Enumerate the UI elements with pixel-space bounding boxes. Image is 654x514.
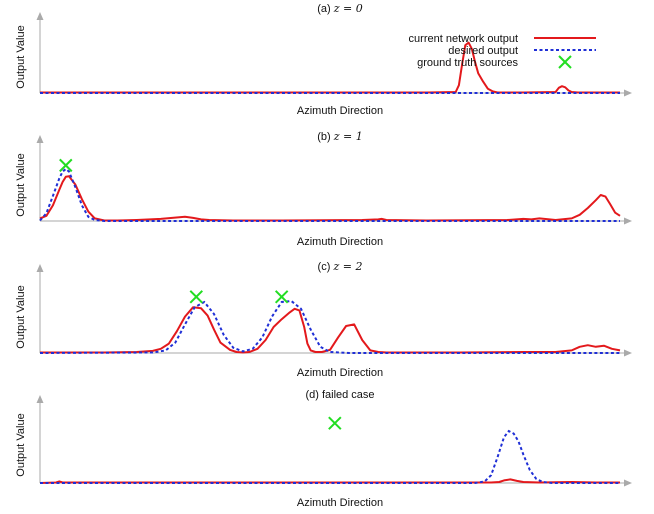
series-current-network-output — [39, 478, 620, 484]
x-axis-label: Azimuth Direction — [297, 105, 383, 117]
panel-title: (a) z = 0 — [317, 2, 363, 15]
x-axis-arrow-icon — [624, 217, 632, 225]
x-axis-label: Azimuth Direction — [297, 367, 383, 379]
panel-b: (b) z = 1 Azimuth Direction Output Value — [15, 130, 632, 248]
series-desired-output — [40, 429, 620, 484]
panel-title: (b) z = 1 — [317, 130, 363, 143]
series-current-network-output — [40, 41, 620, 94]
ground-truth-marker — [274, 290, 289, 304]
ground-truth-cross-stroke — [274, 290, 289, 304]
y-axis-arrow-icon — [36, 12, 44, 20]
series-current-network-output — [39, 175, 621, 222]
series-desired-output — [39, 299, 620, 354]
y-axis-label: Output Value — [15, 25, 27, 88]
x-axis-label: Azimuth Direction — [297, 236, 383, 248]
y-axis-arrow-icon — [36, 395, 44, 403]
legend-swatch-cross-icon — [558, 55, 572, 69]
y-axis-arrow-icon — [36, 135, 44, 143]
y-axis-arrow-icon — [36, 264, 44, 272]
ground-truth-marker — [59, 158, 73, 173]
legend-label-current: current network output — [409, 33, 518, 45]
x-axis-label: Azimuth Direction — [297, 497, 383, 509]
y-axis-label: Output Value — [15, 153, 27, 216]
x-axis-arrow-icon — [624, 349, 632, 357]
ground-truth-cross-stroke — [189, 290, 203, 304]
panel-c: (c) z = 2 Azimuth Direction Output Value — [15, 260, 632, 379]
y-axis-label: Output Value — [15, 285, 27, 348]
y-axis-label: Output Value — [15, 413, 27, 476]
series-current-network-output — [40, 306, 621, 354]
ground-truth-marker — [189, 290, 203, 304]
ground-truth-cross-stroke — [328, 416, 342, 430]
series-desired-output — [39, 167, 620, 222]
panel-title-math: z = 0 — [333, 2, 363, 15]
panel-title-prefix: (c) — [318, 261, 334, 273]
panel-title-prefix: (a) — [317, 3, 334, 15]
panel-title: (d) failed case — [305, 389, 374, 401]
panel-title: (c) z = 2 — [318, 260, 363, 273]
legend-label-desired: desired output — [448, 45, 518, 57]
panel-title-math: z = 2 — [332, 260, 362, 273]
panel-title-math: z = 1 — [333, 130, 363, 143]
ground-truth-marker — [328, 416, 342, 430]
legend-label-ground-truth: ground truth sources — [417, 57, 518, 69]
ground-truth-cross-stroke — [59, 158, 73, 173]
panel-title-prefix: (b) — [317, 131, 334, 143]
panel-a: (a) z = 0 Azimuth Direction Output Value — [15, 2, 632, 117]
x-axis-arrow-icon — [624, 479, 632, 487]
x-axis-arrow-icon — [624, 89, 632, 97]
panel-title-prefix: (d) failed case — [305, 389, 374, 401]
panel-d: (d) failed case Azimuth Direction Output V… — [15, 389, 632, 509]
